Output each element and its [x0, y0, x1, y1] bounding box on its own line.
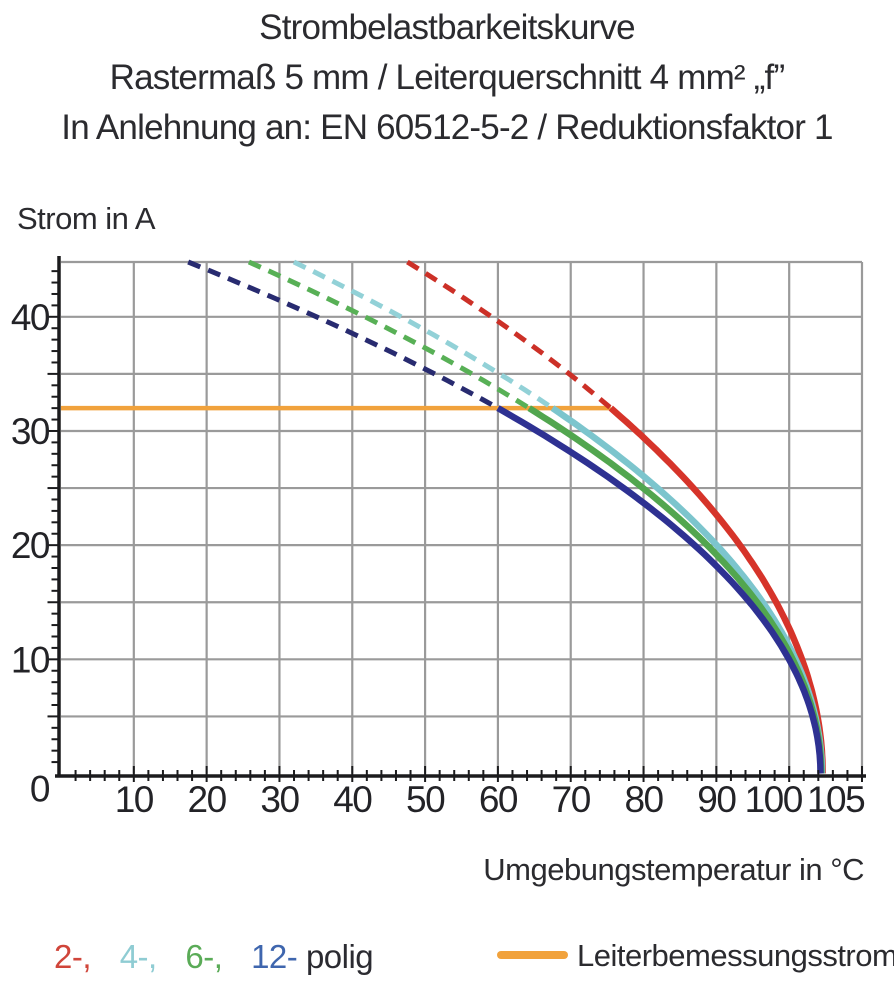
dashed-extrapolation-12-polig	[187, 259, 500, 411]
grid-lines	[61, 260, 864, 774]
x-tick-label: 70	[552, 779, 591, 820]
y-tick-labels: 0 10 20 30 40	[11, 297, 52, 810]
y-tick-label: 30	[11, 411, 50, 452]
x-tick-label: 50	[406, 779, 445, 820]
dashed-extrapolation-4-polig	[292, 259, 554, 411]
legend-6-polig: 6-,	[185, 938, 223, 975]
x-tick-labels: 10 20 30 40 50 60 70 80 90 100 105	[115, 779, 867, 820]
derating-curve-6-polig	[527, 405, 825, 774]
y-axis-title: Strom in A	[17, 201, 156, 236]
derating-curves	[496, 405, 826, 774]
legend-2-polig: 2-,	[54, 938, 92, 975]
x-tick-label: 100	[745, 779, 803, 820]
axis-ticks	[47, 270, 863, 782]
dashed-extrapolation-2-polig	[406, 259, 613, 411]
x-tick-label: 90	[697, 779, 736, 820]
legend-polig-word: polig	[305, 938, 374, 975]
rated-current-swatch	[497, 951, 568, 959]
legend-12-polig: 12-	[251, 938, 298, 975]
legend-4-polig: 4-,	[119, 938, 158, 975]
x-tick-label: 20	[188, 779, 227, 820]
title-line-1: Strombelastbarkeitskurve	[259, 8, 635, 47]
x-tick-label: 60	[479, 779, 518, 820]
chart-title-block: Strombelastbarkeitskurve Rastermaß 5 mm …	[0, 3, 894, 153]
axes	[55, 256, 866, 778]
extrapolated-dashed-curves	[187, 259, 613, 411]
title-line-2: Rastermaß 5 mm / Leiterquerschnitt 4 mm²…	[109, 58, 785, 97]
x-axis-title: Umgebungstemperatur in °C	[483, 852, 864, 887]
x-tick-label: 80	[624, 779, 663, 820]
rated-current-label: Leiterbemessungsstrom	[577, 938, 894, 973]
x-tick-label: 30	[260, 779, 299, 820]
y-tick-label: 0	[30, 769, 50, 810]
y-tick-label: 40	[11, 297, 50, 338]
x-tick-label: 40	[333, 779, 372, 820]
derating-curve-12-polig	[496, 405, 824, 774]
poles-legend: 2-, 4-, 6-, 12- polig	[54, 938, 374, 976]
y-tick-label: 10	[11, 639, 50, 680]
dashed-extrapolation-6-polig	[247, 259, 531, 411]
y-tick-label: 20	[11, 525, 50, 566]
title-line-3: In Anlehnung an: EN 60512-5-2 / Reduktio…	[61, 108, 833, 147]
x-tick-label: 105	[807, 779, 865, 820]
x-tick-label: 10	[115, 779, 154, 820]
